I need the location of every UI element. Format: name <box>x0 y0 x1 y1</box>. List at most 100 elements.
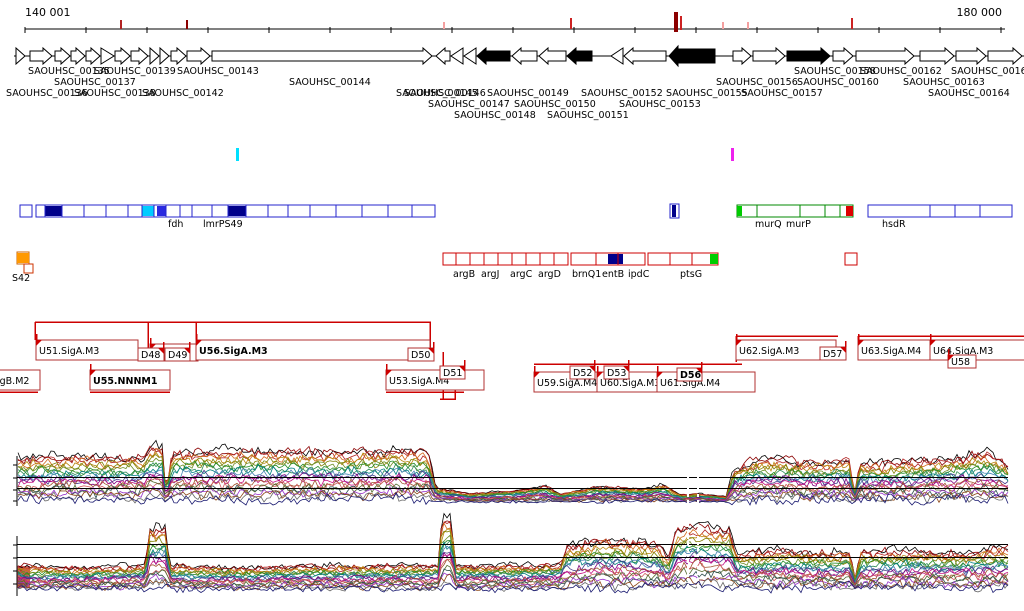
gene-arrow[interactable] <box>159 46 170 66</box>
promoter-label: D52 <box>573 368 592 379</box>
feature-box[interactable] <box>19 204 33 218</box>
gene-arrow[interactable] <box>149 46 160 66</box>
gene-arrow[interactable] <box>29 46 53 66</box>
gene-arrow[interactable] <box>786 46 831 66</box>
expression-trace <box>17 475 1009 502</box>
promoter-flag-icon <box>90 370 96 376</box>
promoter-flag-icon <box>930 340 936 346</box>
gene-arrow[interactable] <box>476 46 511 66</box>
gene-arrow[interactable] <box>211 46 433 66</box>
feature-label: argD <box>538 269 561 280</box>
gene-arrow[interactable] <box>832 46 854 66</box>
gene-arrow[interactable] <box>919 46 955 66</box>
gene-arrow[interactable] <box>610 47 624 65</box>
gene-label: SAOUHSC_00156 <box>716 77 798 88</box>
feature-box[interactable] <box>867 204 1013 218</box>
promoter-box[interactable] <box>0 369 41 391</box>
gene-arrow[interactable] <box>435 46 451 66</box>
feature-box[interactable] <box>647 252 719 266</box>
promoter-flag-icon <box>428 348 434 354</box>
gene-label: SAOUHSC_00145 <box>396 88 478 99</box>
feature-box[interactable] <box>442 252 569 266</box>
feature-segment <box>846 206 853 216</box>
promoter-box[interactable] <box>569 365 596 380</box>
gene-label: SAOUHSC_00155 <box>666 88 748 99</box>
promoter-box[interactable] <box>819 346 847 361</box>
gene-arrow[interactable] <box>623 46 667 66</box>
gene-arrow[interactable] <box>70 46 86 66</box>
gene-arrow[interactable] <box>54 46 71 66</box>
expression-trace <box>17 539 1009 585</box>
gene-arrow[interactable] <box>170 46 187 66</box>
expression-trace <box>17 554 1009 585</box>
promoter-box[interactable] <box>603 365 630 380</box>
promoter-label: U58 <box>951 357 970 368</box>
promoter-box[interactable] <box>439 365 466 380</box>
gene-label: SAOUHSC_00164 <box>928 88 1010 99</box>
feature-label: murP <box>786 219 811 230</box>
ruler-mark <box>120 20 122 29</box>
gene-label: SAOUHSC_00144 <box>289 77 371 88</box>
gene-arrow[interactable] <box>732 46 752 66</box>
gene-label: SAOUHSC_00163 <box>903 77 985 88</box>
expression-trace <box>17 469 1009 501</box>
promoter-label: D51 <box>443 368 462 379</box>
gene-arrow[interactable] <box>186 46 211 66</box>
gene-arrow[interactable] <box>955 46 987 66</box>
feature-segment <box>45 206 62 216</box>
promoter-label: D48 <box>141 350 160 361</box>
promoter-box[interactable] <box>947 354 977 369</box>
gene-label: SAOUHSC_00137 <box>54 77 136 88</box>
gene-arrow[interactable] <box>987 46 1023 66</box>
gene-arrow[interactable] <box>100 47 115 65</box>
promoter-label: U63.SigA.M4 <box>861 346 921 357</box>
gene-arrow[interactable] <box>752 46 786 66</box>
promoter-label: D56 <box>680 370 701 381</box>
ruler-mark <box>747 22 749 29</box>
gene-arrow[interactable] <box>450 47 464 65</box>
ruler-mark <box>186 20 188 29</box>
feature-segment <box>710 254 718 264</box>
feature-segment <box>142 206 154 216</box>
feature-label: entB <box>602 269 624 280</box>
gene-arrow[interactable] <box>855 46 915 66</box>
promoter-label: D53 <box>607 368 626 379</box>
promoter-flag-icon <box>858 340 864 346</box>
promoter-box[interactable] <box>676 367 703 382</box>
gene-arrow[interactable] <box>15 46 26 66</box>
gene-label: SAOUHSC_00138 <box>74 88 156 99</box>
gene-arrow[interactable] <box>668 44 716 68</box>
promoter-box[interactable] <box>137 347 165 362</box>
feature-box[interactable] <box>844 252 858 266</box>
promoter-label: U64.SigA.M3 <box>933 346 993 357</box>
gene-arrow[interactable] <box>511 46 538 66</box>
promoter-label: U56.SigA.M3 <box>199 346 268 357</box>
feature-box[interactable] <box>736 204 854 218</box>
gene-label: SAOUHSC_00152 <box>581 88 663 99</box>
ruler-mark <box>443 22 445 29</box>
position-mark <box>731 148 734 161</box>
feature-label: argC <box>510 269 533 280</box>
gene-label: SAOUHSC_00135 <box>28 66 110 77</box>
promoter-flag-icon <box>534 372 540 378</box>
promoter-flag-icon <box>459 366 465 372</box>
gene-arrow[interactable] <box>130 46 149 66</box>
promoter-box[interactable] <box>407 347 435 362</box>
feature-box[interactable] <box>23 263 34 274</box>
promoter-box[interactable] <box>89 369 171 391</box>
ruler-mark <box>680 16 682 30</box>
promoter-label: D49 <box>168 350 187 361</box>
promoter-flag-icon <box>36 340 42 346</box>
gene-arrow[interactable] <box>114 46 131 66</box>
feature-label: ipdC <box>628 269 650 280</box>
promoter-box[interactable] <box>164 347 191 362</box>
promoter-flag-icon <box>589 366 595 372</box>
gene-arrow[interactable] <box>538 46 567 66</box>
gene-arrow[interactable] <box>566 46 593 66</box>
gene-arrow[interactable] <box>463 47 477 65</box>
gene-arrow[interactable] <box>85 46 101 66</box>
gene-label: SAOUHSC_00136 <box>6 88 88 99</box>
promoter-flag-icon <box>158 348 164 354</box>
feature-label: lmrPS49 <box>203 219 243 230</box>
